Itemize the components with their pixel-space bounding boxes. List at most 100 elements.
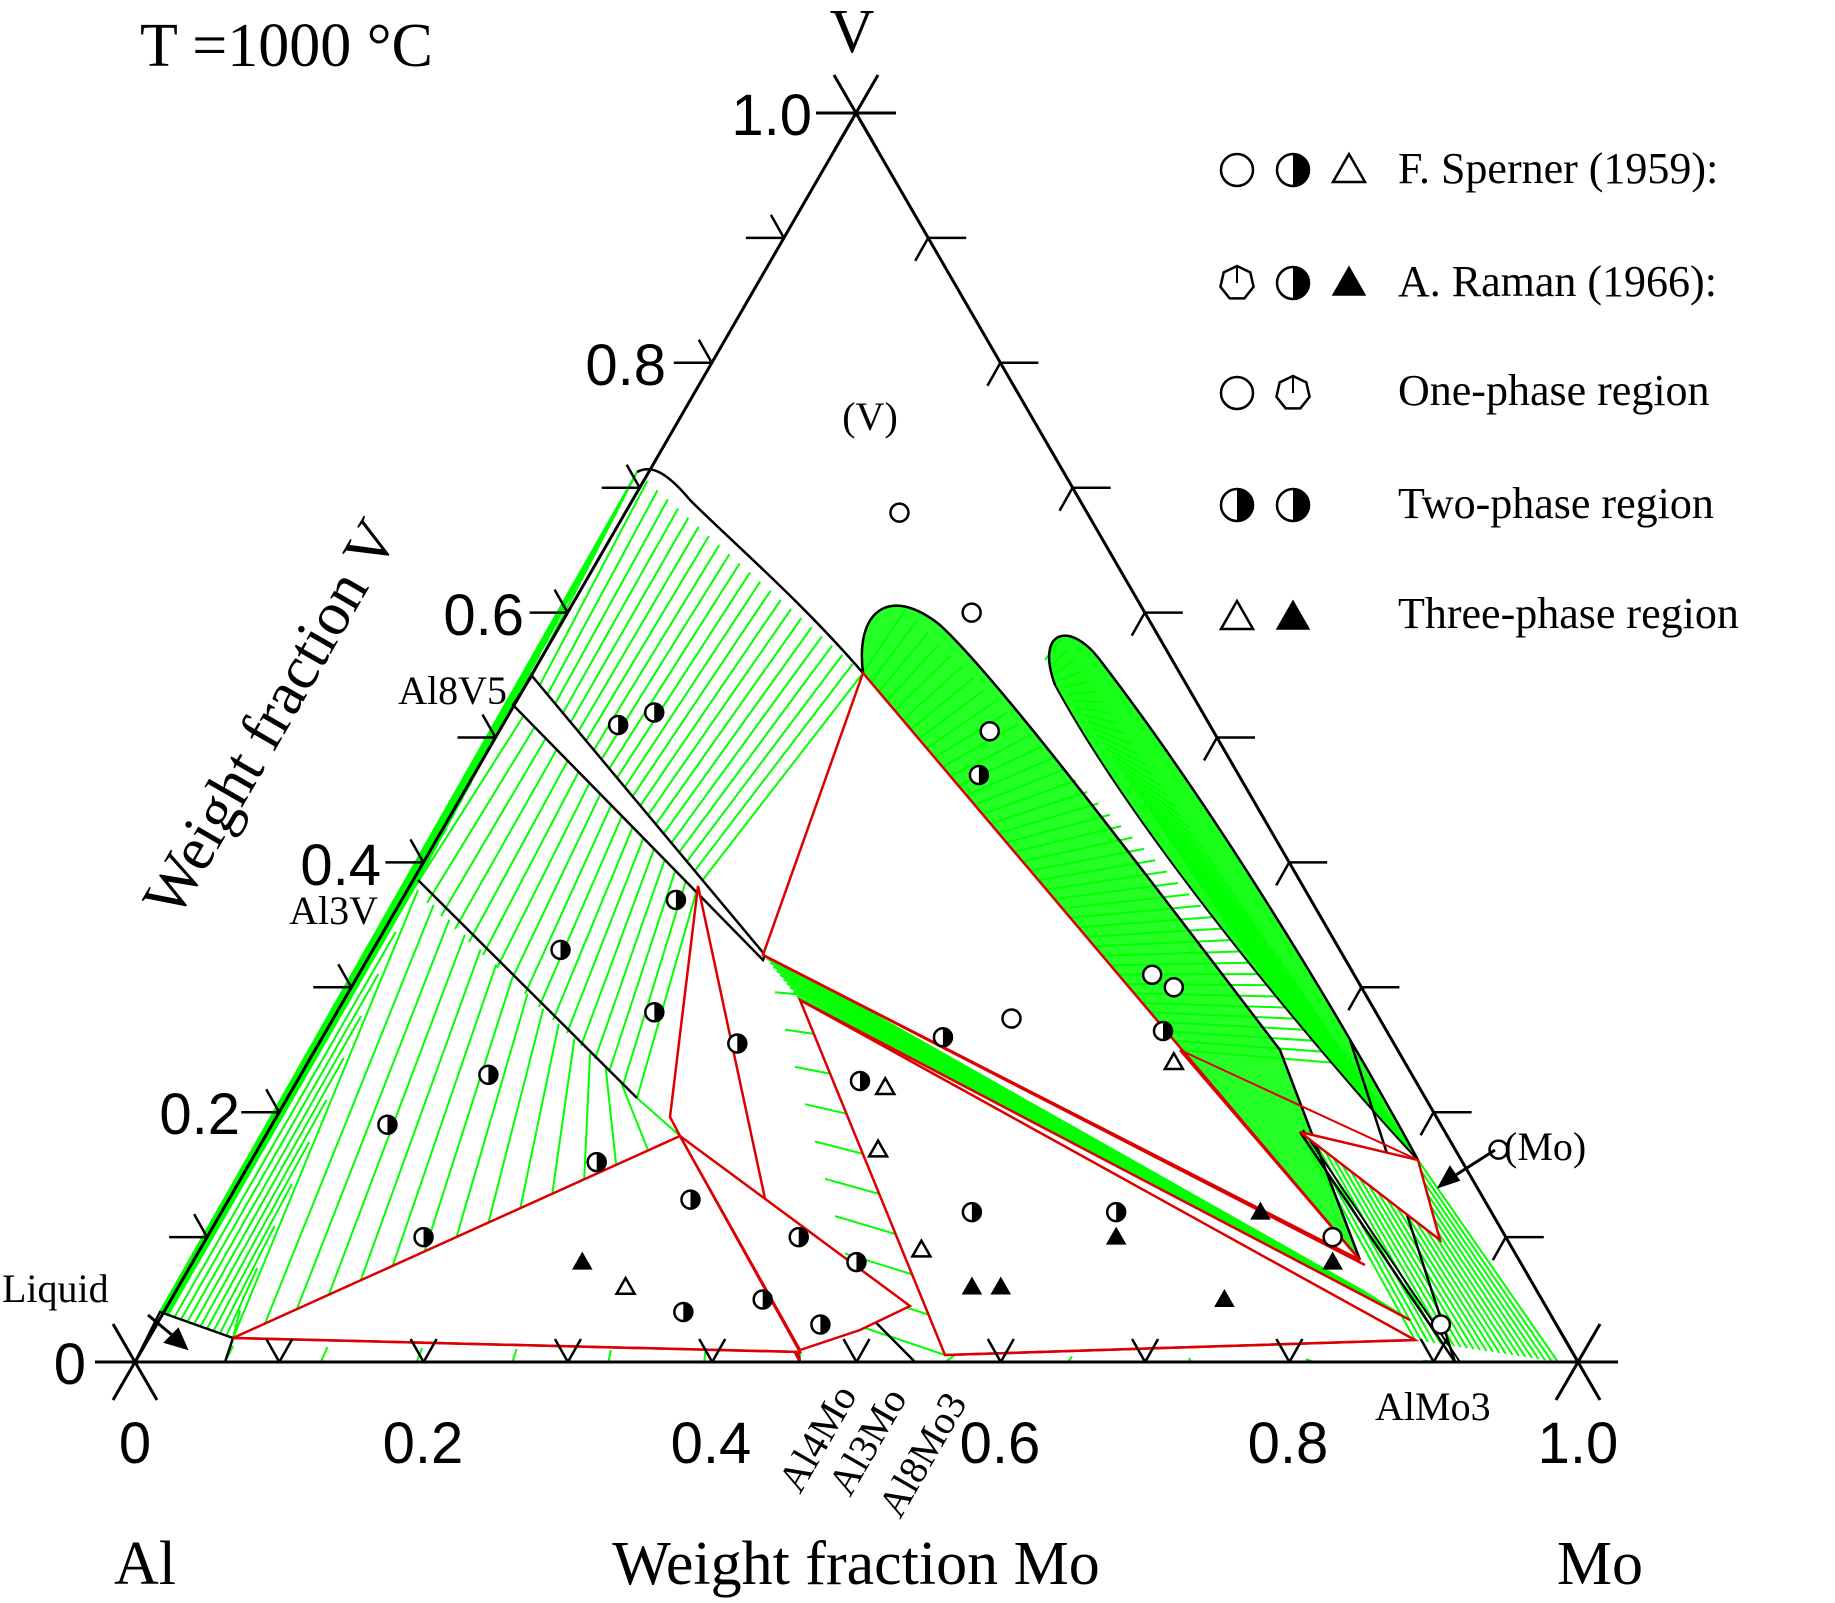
tie-line-al3v-liquid [636,1097,681,1137]
tie-line-al8v5-al3v [510,775,611,982]
one-phase-point [1219,375,1255,411]
one-phase-point [961,602,982,623]
tie-line-band-2 [834,1215,899,1236]
two-phase-point-fill [856,1253,866,1272]
bottom-tick-label-0.2: 0.2 [383,1411,464,1476]
tie-line-liquid-al3v [164,889,414,1321]
three-phase-point-raman [1214,1289,1235,1308]
tick-right [1419,1111,1435,1136]
mo-arrow-head [1436,1165,1461,1189]
one-phase-point [1322,1226,1343,1248]
tie-line-al8v5-al3v [608,861,680,1073]
bottom-axis-title: Weight fraction Mo [612,1530,1099,1598]
tie-line-v-al8v5 [546,489,659,696]
tick-bottom [278,1338,294,1363]
one-phase-point [1001,1008,1022,1029]
v-phase-boundary [636,468,864,674]
two-phase-point-fill [978,765,988,784]
tick-bottom [1131,1338,1147,1363]
two-phase-point-fill [762,1290,772,1309]
tie-line-al8v5-al3v [636,885,699,1099]
three-phase-point-raman [990,1276,1012,1295]
tie-line-band-2 [824,1177,884,1196]
tie-line-al3v-liquid [327,934,466,1296]
tie-line-al8v5-al3v [454,726,571,930]
label-arrows [147,1148,1496,1351]
corner-cross-b [832,74,880,152]
tick-bottom [855,1338,871,1363]
two-phase-point-fill [654,1003,664,1022]
tie-line-v-al8v5 [606,562,741,772]
tie-line-v-al8v5 [553,498,669,706]
three-phase-point-raman [1331,265,1367,296]
bottom-tick-label-0.4: 0.4 [671,1411,752,1476]
tick-right [1058,487,1074,512]
phase-label-v: (V) [842,394,898,439]
one-phase-point [1488,1139,1509,1160]
two-phase-point-fill [737,1034,747,1053]
tie-line-bottom [703,1350,707,1363]
three-phase-point [614,1275,637,1296]
two-phase-point-fill [488,1065,498,1084]
tie-line-liquid-al3v [198,1099,328,1330]
legend-text-sperner: F. Sperner (1959): [1398,144,1718,193]
tick-right [1491,1236,1507,1261]
phase-label-al8v5: Al8V5 [398,668,507,713]
tick-right [1202,736,1219,762]
tie-line-v-al8v5 [667,635,823,849]
tie-line-mo-region [1406,1156,1546,1361]
three-phase-point [1218,598,1256,631]
tick-right [986,362,1002,387]
left-tick-label-0.6: 0.6 [443,583,524,648]
two-phase-point-fill [596,1153,606,1172]
almo3-line-1 [1298,1131,1457,1363]
tie-line-mo-region [1411,1158,1553,1362]
tick-left [337,963,353,988]
three-phase-point-raman [961,1276,983,1295]
tie-line-mo-region [1417,1159,1559,1363]
tick-bottom [1419,1338,1435,1363]
lens-v-outline [860,604,1362,1261]
phase-label-liquid: Liquid [2,1266,109,1311]
tie-line-liquid-al3v [225,1267,259,1337]
two-phase-point-fill [690,1190,700,1209]
tick-left [625,464,641,489]
tie-line-bottom [607,1349,612,1363]
tie-line-al3v-liquid [604,1068,618,1165]
tie-line-al8v5-al3v [440,713,561,917]
three-phase-almo3-mo [1299,1130,1443,1244]
tie-line-band-2 [774,991,806,996]
left-tick-label-0.8: 0.8 [585,333,666,398]
tie-line-mo-region [1325,1137,1449,1346]
tie-line-al3v-liquid [620,1082,650,1151]
phase-label-mo: (Mo) [1504,1124,1586,1169]
bottom-tick-label-0.6: 0.6 [960,1411,1041,1476]
tie-line-v-al8v5 [561,508,679,715]
red-lens-edge [1179,1049,1361,1261]
phase-label-al3v: Al3V [289,888,378,933]
tie-line-al8v5-al3v [524,787,620,995]
three-phase-point [866,1138,890,1158]
tie-line-al3v-liquid [359,949,482,1281]
three-phase-point [1330,151,1368,184]
tie-line-mo-region [1315,1135,1436,1344]
tie-line-al3v-liquid [455,993,529,1238]
three-phase-point-raman [1250,1201,1271,1220]
three-phase-point-raman [571,1251,593,1270]
one-phase-point [1141,964,1163,986]
tie-line-bottom [511,1348,518,1363]
tie-line-v-al8v5 [659,626,813,839]
tie-line-bottom [319,1346,329,1363]
tie-line-al8v5-al3v [482,750,591,956]
tick-left [193,1213,209,1238]
two-phase-point-fill [387,1115,397,1134]
tie-line-v-al8v5 [576,526,700,734]
tie-line-v-al8v5 [636,599,782,811]
tie-line-v-al8v5 [644,608,792,820]
red-band-bottom [799,998,1411,1322]
tie-line-liquid-al3v [184,1015,362,1326]
tie-line-liquid-al3v [204,1141,311,1332]
tie-line-v-al8v5 [538,480,649,687]
